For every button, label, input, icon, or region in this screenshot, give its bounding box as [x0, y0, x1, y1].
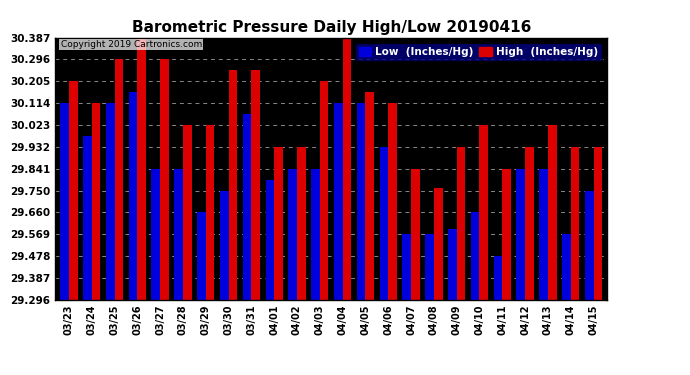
Bar	[480, 125, 488, 300]
Bar	[585, 191, 593, 300]
Bar	[562, 234, 571, 300]
Bar	[593, 147, 602, 300]
Bar	[69, 81, 77, 300]
Bar	[266, 180, 274, 300]
Bar	[366, 92, 374, 300]
Bar	[448, 229, 457, 300]
Bar	[539, 169, 548, 300]
Bar	[274, 147, 283, 300]
Bar	[83, 136, 92, 300]
Bar	[92, 103, 100, 300]
Bar	[425, 234, 434, 300]
Bar	[137, 38, 146, 300]
Bar	[175, 169, 183, 300]
Bar	[115, 59, 124, 300]
Bar	[288, 169, 297, 300]
Bar	[548, 125, 557, 300]
Bar	[319, 81, 328, 300]
Bar	[106, 103, 115, 300]
Bar	[243, 114, 251, 300]
Bar	[297, 147, 306, 300]
Bar	[493, 256, 502, 300]
Bar	[516, 169, 525, 300]
Bar	[434, 188, 442, 300]
Bar	[197, 212, 206, 300]
Bar	[388, 103, 397, 300]
Bar	[334, 103, 343, 300]
Bar	[571, 147, 580, 300]
Bar	[525, 147, 534, 300]
Title: Barometric Pressure Daily High/Low 20190416: Barometric Pressure Daily High/Low 20190…	[132, 20, 531, 35]
Legend: Low  (Inches/Hg), High  (Inches/Hg): Low (Inches/Hg), High (Inches/Hg)	[355, 43, 602, 61]
Bar	[60, 103, 69, 300]
Bar	[228, 70, 237, 300]
Bar	[402, 234, 411, 300]
Text: Copyright 2019 Cartronics.com: Copyright 2019 Cartronics.com	[61, 40, 202, 49]
Bar	[411, 169, 420, 300]
Bar	[357, 103, 366, 300]
Bar	[502, 169, 511, 300]
Bar	[152, 169, 160, 300]
Bar	[251, 70, 260, 300]
Bar	[220, 191, 228, 300]
Bar	[380, 147, 388, 300]
Bar	[183, 125, 192, 300]
Bar	[343, 38, 351, 300]
Bar	[457, 147, 465, 300]
Bar	[471, 212, 480, 300]
Bar	[160, 59, 169, 300]
Bar	[128, 92, 137, 300]
Bar	[311, 169, 319, 300]
Bar	[206, 125, 215, 300]
